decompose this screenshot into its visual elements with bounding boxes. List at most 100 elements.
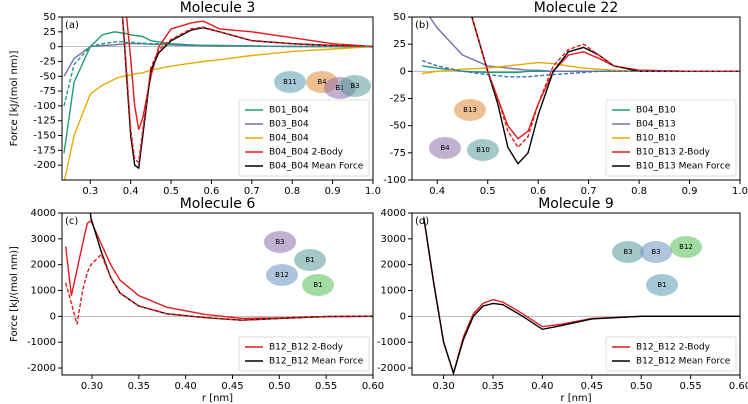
x-tick-label: 0.35	[482, 381, 504, 392]
y-tick-label: 0	[50, 311, 56, 322]
x-tick-label: 0.7	[581, 186, 597, 197]
x-tick-label: 0.60	[362, 381, 384, 392]
panel-label: (a)	[65, 20, 79, 31]
y-tick-label: -1000	[27, 337, 56, 348]
x-tick-label: 1.0	[732, 186, 748, 197]
inset-blob	[429, 137, 461, 159]
inset-label: B4	[317, 78, 327, 86]
inset-blob	[612, 241, 644, 263]
inset-blob	[467, 139, 499, 161]
inset-blob	[302, 274, 334, 296]
y-tick-label: -1000	[377, 337, 406, 348]
inset-label: B10	[476, 146, 490, 154]
y-tick-label: -100	[33, 101, 56, 112]
inset-blob	[294, 249, 326, 271]
y-tick-label: 2000	[381, 260, 406, 271]
y-tick-label: 50	[43, 12, 56, 23]
legend-label: B12_B12 2-Body	[269, 343, 344, 353]
y-tick-label: -100	[383, 175, 406, 186]
inset-label: B3	[623, 248, 632, 256]
series-line	[428, 17, 740, 72]
series-line	[421, 61, 740, 75]
series-line	[471, 17, 740, 165]
x-tick-label: 0.55	[315, 381, 337, 392]
inset-blob	[646, 274, 678, 296]
x-tick-label: 0.30	[81, 381, 103, 392]
y-axis-label: Force [kJ/(mol nm)]	[9, 246, 20, 342]
legend-box	[605, 99, 737, 177]
x-tick-label: 0.30	[432, 381, 454, 392]
panel-title: Molecule 6	[180, 196, 256, 212]
inset-label: B1	[305, 256, 314, 264]
series-line	[65, 219, 373, 320]
legend-label: B01_B04	[269, 106, 309, 116]
x-tick-label: 0.45	[581, 381, 603, 392]
x-tick-label: 0.40	[175, 381, 197, 392]
panel-title: Molecule 22	[534, 0, 619, 16]
legend-label: B12_B12 2-Body	[636, 343, 711, 353]
y-tick-label: -25	[390, 94, 406, 105]
legend-box	[605, 336, 737, 372]
series-line	[423, 218, 740, 375]
panel-title: Molecule 9	[538, 196, 614, 212]
x-tick-label: 0.8	[631, 186, 647, 197]
legend-label: B04_B04 Mean Force	[269, 162, 364, 172]
panel: Molecule 22 0.4 0.5 0.6 0.7 0.8 0.9 1.0 -100 -75 -…	[383, 0, 748, 197]
x-tick-label: 0.5	[480, 186, 496, 197]
legend-label: B04_B04	[269, 134, 309, 144]
y-tick-label: 50	[393, 12, 406, 23]
inset-label: B1	[313, 281, 322, 289]
panel-label: (d)	[415, 216, 429, 227]
inset-label: B1	[657, 281, 666, 289]
inset-label: B4	[440, 144, 450, 152]
y-tick-label: -150	[33, 131, 56, 142]
y-axis-label: Force [kJ/(mol nm)]	[9, 50, 20, 146]
y-tick-label: 4000	[381, 208, 406, 219]
plot-area	[421, 17, 740, 165]
legend-box	[238, 336, 370, 372]
y-tick-label: 3000	[381, 234, 406, 245]
inset-blob	[454, 99, 486, 121]
series-line	[121, 17, 373, 164]
legend-label: B12_B12 Mean Force	[636, 357, 731, 367]
inset-label: B11	[283, 78, 297, 86]
panel-title: Molecule 3	[180, 0, 256, 16]
x-tick-label: 0.8	[284, 186, 300, 197]
y-tick-label: 4000	[31, 208, 56, 219]
y-tick-label: -50	[40, 71, 56, 82]
inset-blob	[274, 71, 306, 93]
y-tick-label: 0	[400, 311, 406, 322]
y-tick-label: -125	[33, 116, 56, 127]
panel-label: (b)	[415, 20, 429, 31]
series-line	[63, 41, 373, 107]
x-tick-label: 0.35	[128, 381, 150, 392]
y-tick-label: -75	[390, 148, 406, 159]
inset-label: B3	[275, 238, 284, 246]
x-tick-label: 0.5	[163, 186, 179, 197]
axes-frame	[411, 212, 741, 376]
y-tick-label: -175	[33, 145, 56, 156]
legend-label: B10_B13 2-Body	[636, 148, 711, 158]
plot-area	[65, 213, 373, 325]
legend-box	[238, 99, 370, 177]
y-tick-label: 3000	[31, 234, 56, 245]
x-axis-label: r [nm]	[202, 393, 233, 404]
y-tick-label: -200	[33, 160, 56, 171]
inset-blob	[264, 231, 296, 253]
inset-blob	[339, 75, 371, 97]
x-tick-label: 0.7	[244, 186, 260, 197]
series-line	[63, 45, 373, 180]
legend-label: B10_B10	[636, 134, 676, 144]
axes-frame	[61, 16, 374, 181]
y-tick-label: 0	[50, 42, 56, 53]
legend-label: B10_B13 Mean Force	[636, 162, 731, 172]
inset-label: B3	[350, 82, 359, 90]
x-tick-label: 0.40	[531, 381, 553, 392]
x-tick-label: 1.0	[365, 186, 381, 197]
inset-label: B12	[275, 271, 289, 279]
x-tick-label: 0.60	[729, 381, 748, 392]
inset-blob	[266, 264, 298, 286]
y-tick-label: -25	[40, 56, 56, 67]
x-tick-label: 0.4	[123, 186, 139, 197]
